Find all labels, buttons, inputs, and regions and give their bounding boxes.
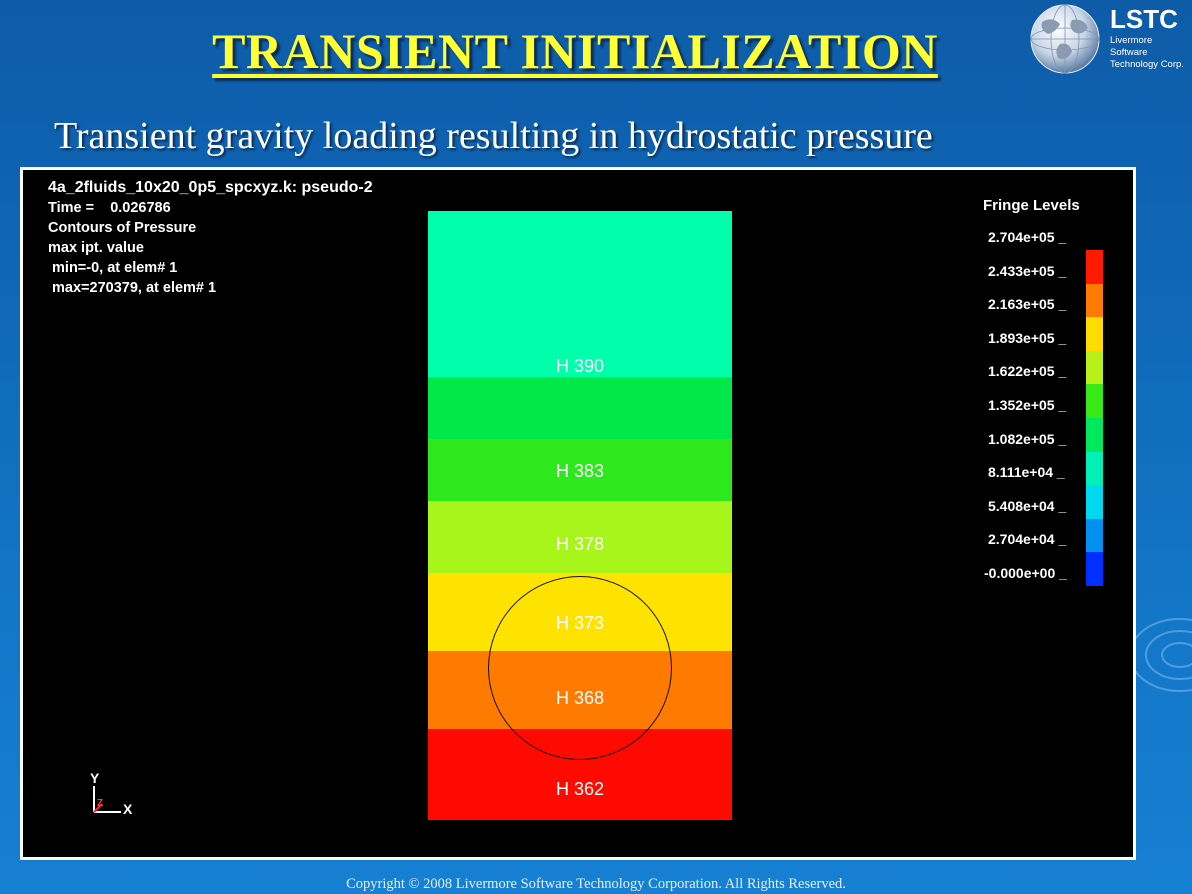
copyright-footer: Copyright © 2008 Livermore Software Tech… <box>346 876 846 892</box>
legend-level-label: -0.000e+00 _ <box>984 565 1067 581</box>
pressure-band: H 390 <box>428 211 732 377</box>
min-readout: min=-0, at elem# 1 <box>48 260 178 276</box>
pressure-band: H 383 <box>428 439 732 501</box>
value-mode: max ipt. value <box>48 240 144 256</box>
slide-subtitle: Transient gravity loading resulting in h… <box>54 115 933 157</box>
legend-level-label: 2.704e+05 _ <box>988 229 1067 245</box>
axis-triad: Y X Z <box>85 768 145 818</box>
model-name: 4a_2fluids_10x20_0p5_spcxyz.k: pseudo-2 <box>48 179 373 196</box>
legend-swatch <box>1086 451 1103 486</box>
history-node-label: H 362 <box>555 779 605 799</box>
legend-level-label: 1.352e+05 _ <box>988 397 1067 413</box>
legend-level-label: 1.893e+05 _ <box>988 329 1067 346</box>
axis-lines <box>93 786 121 813</box>
x-axis-label: X <box>123 801 133 817</box>
logo-line2: Technology Corp. <box>1110 59 1184 70</box>
globe-icon <box>1030 4 1100 74</box>
plot-info: 4a_2fluids_10x20_0p5_spcxyz.k: pseudo-2 … <box>48 178 373 298</box>
z-axis-label: Z <box>97 798 104 809</box>
legend-level-label: 5.408e+04 _ <box>988 497 1067 514</box>
legend-level-label: 2.163e+05 _ <box>988 296 1067 313</box>
legend-swatch <box>1086 384 1103 418</box>
logo-line1: Livermore Software <box>1110 35 1153 58</box>
legend-level-label: 1.082e+05 _ <box>988 430 1067 447</box>
legend-swatch <box>1086 485 1103 519</box>
legend-swatch <box>1086 552 1103 586</box>
time-readout: Time = 0.026786 <box>48 200 171 216</box>
legend-level-label: 2.704e+04 _ <box>988 531 1067 548</box>
legend-swatch <box>1086 417 1103 452</box>
history-node-label: H 383 <box>555 461 605 481</box>
lstc-logo: LSTC Livermore Software Technology Corp. <box>1022 2 1192 76</box>
legend-level-label: 1.622e+05 _ <box>988 363 1067 380</box>
legend-color-bar <box>1086 250 1103 586</box>
history-node-label: H 390 <box>555 356 605 376</box>
y-axis-label: Y <box>90 770 100 786</box>
pressure-band: H 378 <box>428 501 732 573</box>
history-node-label: H 378 <box>555 534 605 554</box>
legend-swatch <box>1086 250 1103 284</box>
legend-swatch <box>1086 317 1103 351</box>
highlight-circle <box>488 576 672 760</box>
max-readout: max=270379, at elem# 1 <box>48 280 217 296</box>
legend-level-label: 8.111e+04 _ <box>988 464 1065 481</box>
fringe-plot-viewport: 4a_2fluids_10x20_0p5_spcxyz.k: pseudo-2 … <box>20 167 1136 860</box>
contour-type: Contours of Pressure <box>48 220 197 236</box>
legend-swatch <box>1086 283 1103 318</box>
legend-title: Fringe Levels <box>983 197 1080 214</box>
legend-swatch <box>1086 350 1103 385</box>
legend-level-label: 2.433e+05 _ <box>988 262 1067 279</box>
logo-name: LSTC <box>1110 4 1178 34</box>
legend-swatch <box>1086 518 1103 553</box>
slide-title: TRANSIENT INITIALIZATION <box>212 23 938 79</box>
pressure-band <box>428 377 732 439</box>
